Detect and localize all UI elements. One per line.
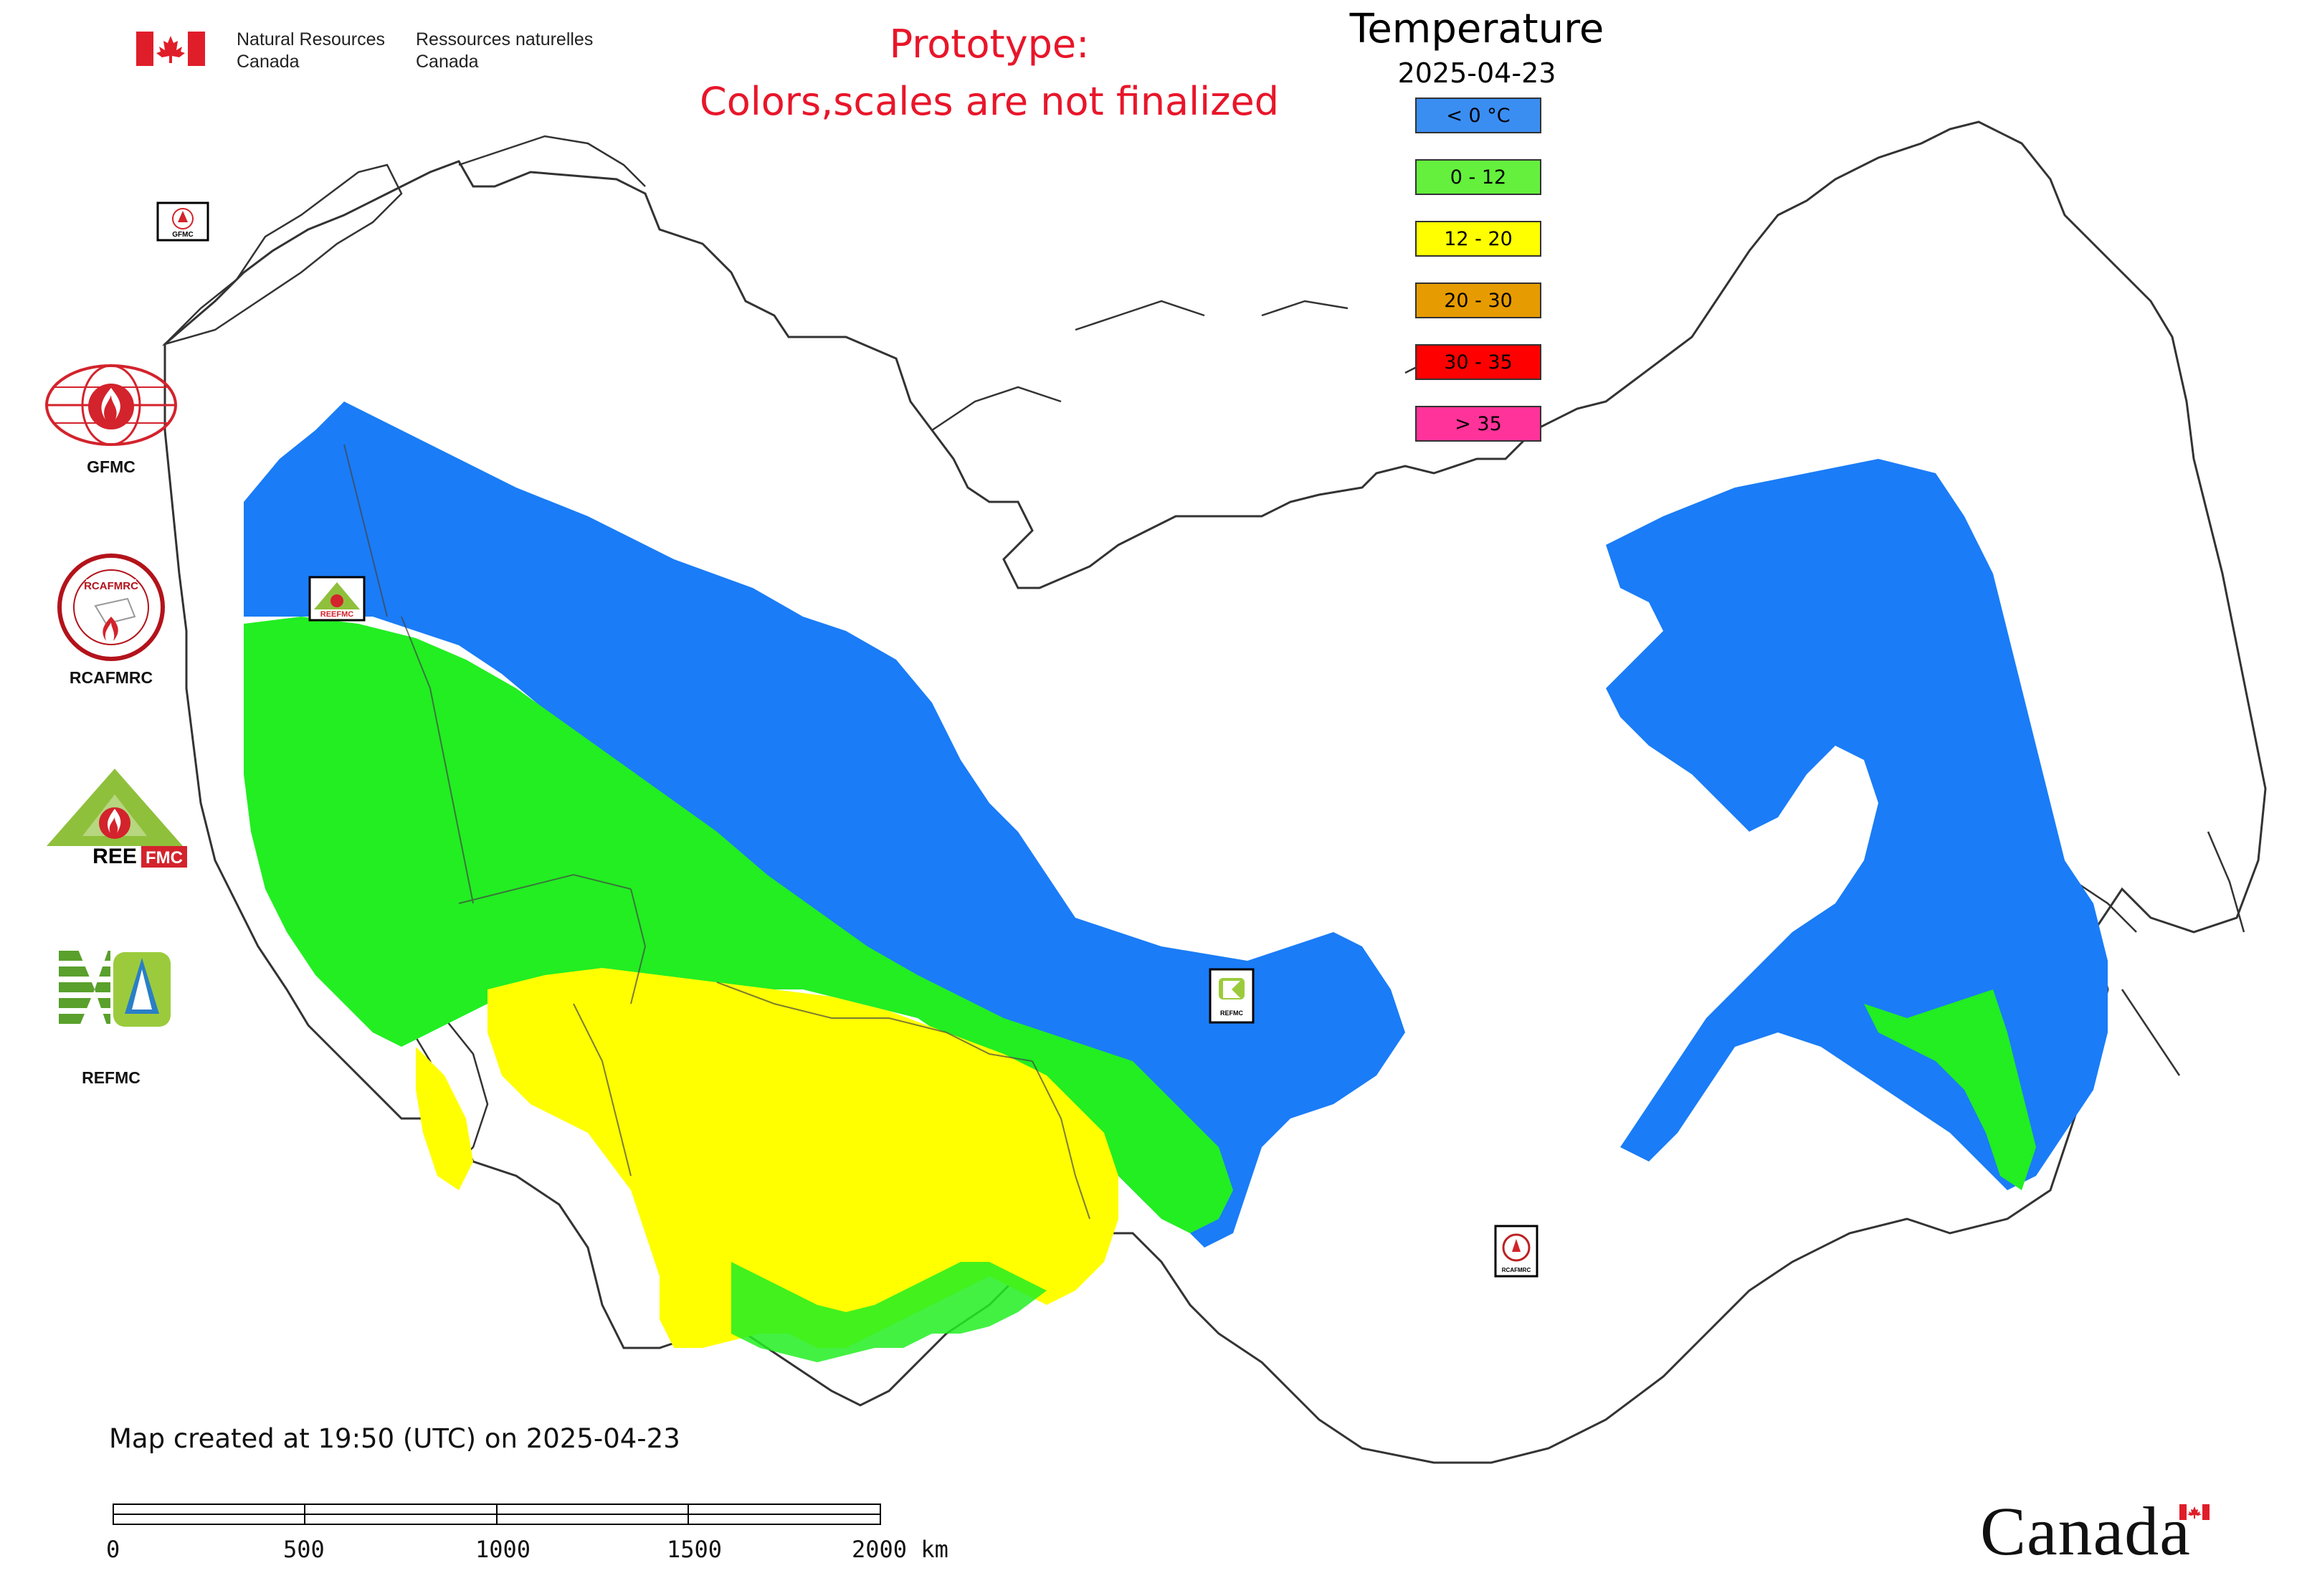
internal-boundaries bbox=[343, 444, 1090, 1220]
marker-refmc-label: REFMC bbox=[1220, 1010, 1243, 1017]
legend-item: 0 - 12 bbox=[1415, 159, 1541, 195]
svg-text:FMC: FMC bbox=[146, 848, 183, 868]
canada-flag-icon bbox=[136, 32, 205, 66]
map-date: 2025-04-23 bbox=[1397, 57, 1556, 89]
refmc-logo bbox=[59, 945, 173, 1034]
scale-tick-label: 500 bbox=[283, 1536, 325, 1563]
region-cool bbox=[244, 617, 1233, 1233]
rcafmrc-logo: RCAFMRC bbox=[57, 554, 165, 661]
nrc-en-line1: Natural Resources bbox=[237, 29, 386, 49]
scale-tick-label: 2000 km bbox=[852, 1536, 948, 1563]
wordmark-flag-icon bbox=[2179, 1504, 2210, 1520]
region-cool-south bbox=[731, 1262, 1047, 1362]
logo-rcafmrc-label: RCAFMRC bbox=[69, 668, 153, 687]
legend-item: 20 - 30 bbox=[1415, 282, 1541, 318]
svg-text:REE: REE bbox=[92, 845, 137, 868]
scandinavia-outline bbox=[161, 163, 403, 346]
prototype-line1: Prototype: bbox=[889, 22, 1090, 67]
region-cold-west bbox=[244, 402, 1405, 1248]
arctic-islands-outline bbox=[458, 135, 1478, 432]
scale-tick-label: 1000 bbox=[475, 1536, 531, 1563]
scale-bar bbox=[113, 1504, 881, 1525]
region-cold-east bbox=[1606, 459, 2108, 1190]
gfmc-logo bbox=[45, 364, 177, 446]
scale-tick-label: 1500 bbox=[667, 1536, 723, 1563]
prototype-notice: Prototype: Colors,scales are not finaliz… bbox=[617, 16, 1362, 130]
nrc-fr-line1: Ressources naturelles bbox=[416, 29, 594, 49]
legend-item: 30 - 35 bbox=[1415, 344, 1541, 380]
svg-text:RCAFMRC: RCAFMRC bbox=[84, 580, 138, 592]
reefmc-logo: REE FMC bbox=[47, 769, 187, 868]
marker-rcafmrc: RCAFMRC bbox=[1494, 1225, 1538, 1278]
marker-refmc: REFMC bbox=[1209, 968, 1255, 1024]
marker-reefmc: REEFMC bbox=[308, 576, 366, 622]
prototype-line2: Colors,scales are not finalized bbox=[700, 79, 1279, 124]
nrcan-french-name: Ressources naturelles Canada bbox=[416, 29, 593, 73]
scale-tick-label: 0 bbox=[106, 1536, 120, 1563]
region-cool-far-east bbox=[1864, 989, 2036, 1190]
nrc-en-line2: Canada bbox=[237, 52, 300, 72]
landmass-outline bbox=[163, 120, 2267, 1464]
logo-gfmc-label: GFMC bbox=[87, 457, 135, 476]
legend-item: < 0 °C bbox=[1415, 98, 1541, 133]
region-warm bbox=[487, 968, 1118, 1348]
canada-wordmark: Canada bbox=[1980, 1493, 2191, 1569]
marker-reefmc-label: REEFMC bbox=[320, 610, 354, 619]
legend-item: > 35 bbox=[1415, 406, 1541, 442]
marker-gfmc-label: GFMC bbox=[172, 231, 193, 239]
marker-gfmc: GFMC bbox=[156, 201, 209, 242]
map-title: Temperature bbox=[1349, 6, 1604, 52]
nrc-fr-line2: Canada bbox=[416, 52, 479, 72]
marker-rcafmrc-label: RCAFMRC bbox=[1502, 1267, 1531, 1273]
logo-refmc-label: REFMC bbox=[82, 1068, 141, 1087]
map-created-timestamp: Map created at 19:50 (UTC) on 2025-04-23 bbox=[109, 1423, 680, 1454]
legend-item: 12 - 20 bbox=[1415, 221, 1541, 257]
nrcan-english-name: Natural Resources Canada bbox=[237, 29, 385, 73]
region-warm-west bbox=[416, 1047, 473, 1190]
